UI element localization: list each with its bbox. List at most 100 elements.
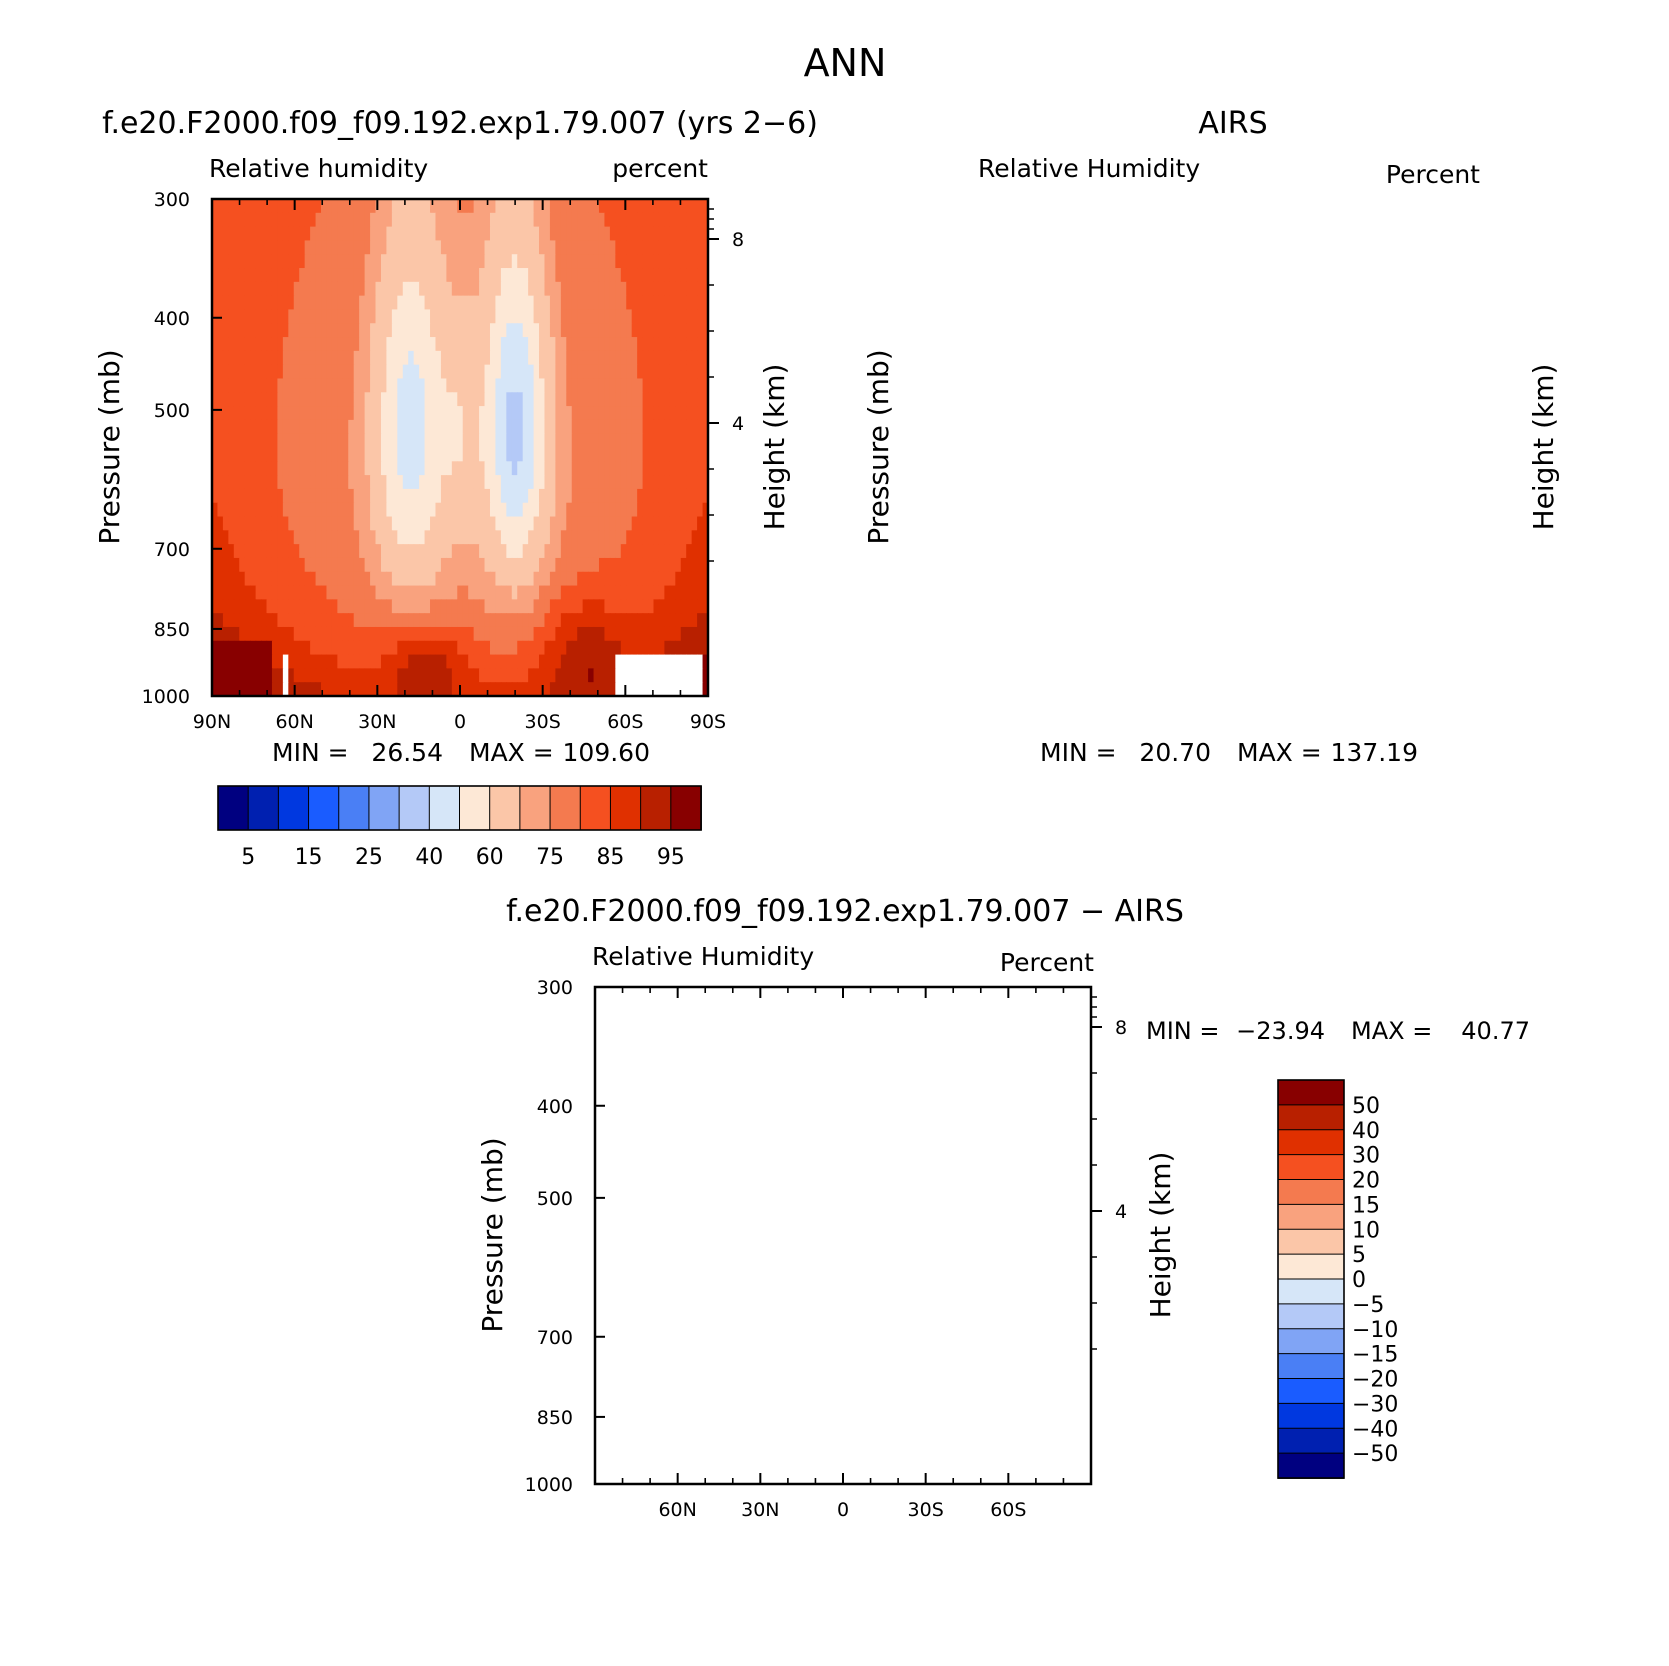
contour-cell (938, 1208, 944, 1222)
contour-cell (528, 350, 535, 366)
contour-cell (571, 488, 578, 504)
contour-cell (878, 1097, 884, 1111)
contour-cell (364, 557, 371, 573)
contour-cell (402, 212, 409, 228)
contour-cell (539, 613, 546, 628)
contour-cell (440, 461, 447, 476)
contour-cell (222, 530, 229, 545)
contour-cell (966, 1070, 972, 1084)
contour-cell (473, 682, 480, 696)
contour-cell (675, 419, 682, 435)
contour-cell (555, 240, 562, 255)
contour-cell (917, 1097, 923, 1111)
contour-cell (430, 571, 437, 587)
contour-cell (419, 378, 426, 393)
contour-cell (791, 1015, 797, 1029)
contour-cell (348, 254, 355, 269)
contour-cell (375, 557, 382, 573)
contour-cell (868, 1208, 874, 1222)
contour-cell (686, 254, 693, 269)
contour-cell (846, 1180, 852, 1194)
contour-cell (440, 268, 447, 283)
contour-cell (675, 199, 682, 214)
contour-cell (786, 1166, 792, 1180)
contour-cell (310, 516, 317, 531)
contour-cell (726, 1097, 732, 1111)
contour-cell (642, 364, 649, 380)
contour-cell (331, 268, 338, 283)
x-tick-label: 60S (607, 711, 643, 733)
contour-cell (233, 433, 240, 449)
contour-cell (495, 212, 502, 228)
contour-cell (391, 488, 398, 504)
contour-cell (479, 364, 486, 380)
contour-cell (380, 323, 388, 338)
contour-cell (818, 1180, 824, 1194)
contour-cell (1064, 1139, 1070, 1153)
contour-cell (326, 682, 333, 696)
contour-cell (457, 378, 464, 393)
contour-cell (726, 1166, 732, 1180)
x-tick-label: 60N (275, 711, 313, 733)
contour-cell (606, 1056, 612, 1070)
contour-cell (682, 987, 688, 1001)
contour-cell (911, 1056, 917, 1070)
contour-cell (598, 516, 606, 531)
contour-cell (615, 447, 622, 462)
contour-cell (666, 1028, 672, 1042)
contour-cell (462, 378, 469, 393)
contour-cell (697, 654, 704, 669)
contour-cell (938, 1139, 944, 1153)
contour-cell (671, 1125, 677, 1139)
contour-cell (588, 240, 595, 255)
contour-cell (588, 226, 595, 242)
contour-cell (633, 1070, 639, 1084)
contour-cell (720, 1097, 726, 1111)
contour-cell (628, 1070, 634, 1084)
contour-cell (282, 654, 289, 669)
contour-cell (598, 337, 606, 352)
contour-cell (495, 461, 502, 476)
contour-cell (495, 599, 502, 614)
contour-cell (680, 337, 687, 352)
contour-cell (802, 1056, 808, 1070)
contour-cell (484, 309, 491, 324)
contour-cell (1053, 1042, 1059, 1056)
contour-cell (364, 199, 371, 214)
contour-cell (255, 640, 262, 656)
colorbar-label: 95 (657, 845, 685, 870)
contour-cell (299, 461, 306, 476)
contour-cell (479, 433, 486, 449)
contour-cell (617, 1125, 623, 1139)
contour-cell (539, 337, 546, 352)
contour-cell (212, 557, 219, 573)
contour-cell (522, 240, 529, 255)
contour-cell (604, 323, 611, 338)
contour-cell (653, 475, 660, 490)
contour-cell (549, 295, 556, 311)
contour-cell (600, 1180, 606, 1194)
contour-cell (808, 1153, 814, 1167)
contour-cell (660, 1111, 666, 1125)
contour-cell (818, 1166, 824, 1180)
contour-cell (1009, 1042, 1015, 1056)
contour-cell (304, 392, 311, 407)
contour-cell (726, 1056, 732, 1070)
contour-cell (998, 1042, 1004, 1056)
colorbar-box (549, 785, 582, 831)
contour-cell (664, 199, 671, 214)
contour-cell (720, 1028, 726, 1042)
contour-cell (549, 640, 556, 656)
contour-cell (1069, 1070, 1075, 1084)
contour-cell (666, 1015, 672, 1029)
contour-cell (1064, 1015, 1070, 1029)
contour-cell (626, 433, 633, 449)
contour-cell (539, 571, 546, 587)
contour-cell (533, 350, 540, 366)
contour-cell (658, 461, 665, 476)
contour-cell (1026, 1166, 1032, 1180)
contour-cell (917, 987, 923, 1001)
contour-cell (835, 1097, 841, 1111)
contour-cell (680, 268, 687, 283)
contour-cell (675, 571, 682, 587)
